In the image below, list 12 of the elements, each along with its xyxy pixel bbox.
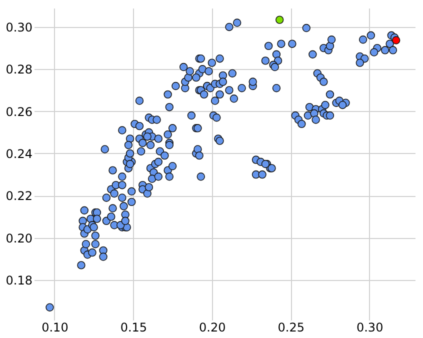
y-tick-label: 0.28 [6, 62, 32, 77]
x-tick-label: 0.10 [42, 320, 68, 334]
x-tick-label: 0.20 [199, 320, 226, 334]
y-tick-label: 0.18 [6, 273, 32, 288]
y-tick-label: 0.20 [6, 231, 32, 246]
x-tick-label: 0.25 [278, 320, 304, 334]
y-tick-label: 0.22 [6, 189, 32, 204]
x-tick-label: 0.15 [120, 320, 148, 334]
y-tick-label: 0.26 [6, 104, 32, 119]
y-tick-label: 0.24 [6, 146, 32, 161]
x-tick-label: 0.30 [356, 320, 384, 334]
y-tick-label: 0.30 [6, 20, 32, 34]
